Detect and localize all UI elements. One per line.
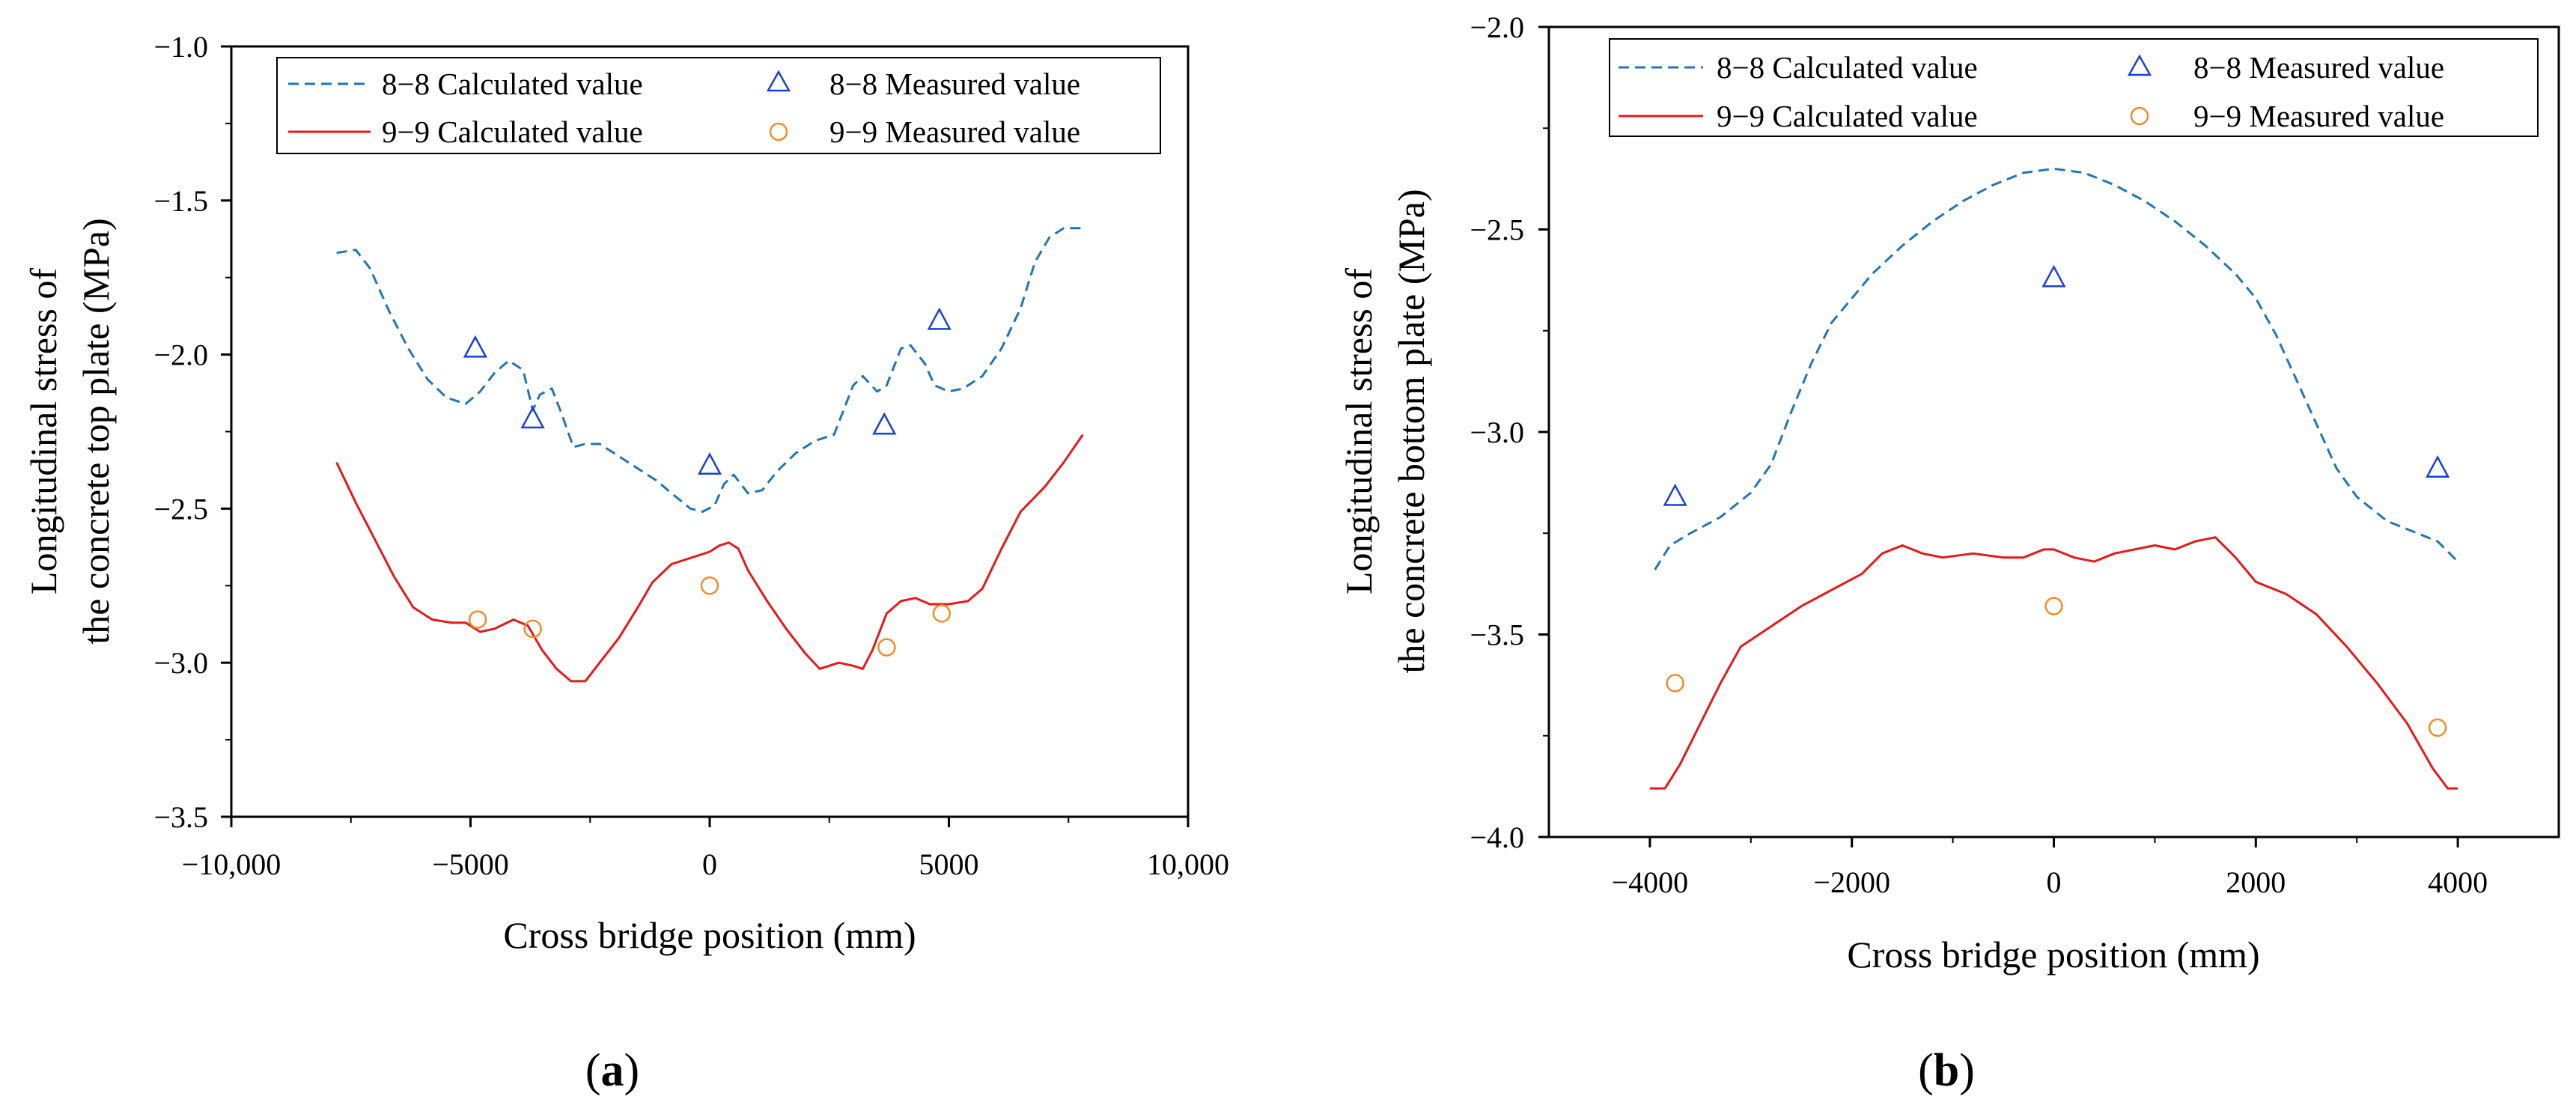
- series-layer-a: [335, 227, 1084, 683]
- y-tick-label-a-0: −3.5: [153, 800, 208, 834]
- point-meas-8-8-a-2: [697, 452, 722, 475]
- y-tick-label-b-2: −3.0: [1470, 416, 1524, 449]
- legend-swatch-meas-9-9-b: [2130, 106, 2149, 126]
- x-tick-label-a-1: −5000: [432, 847, 509, 881]
- panel-label-b-letter: b: [1934, 1045, 1959, 1096]
- y-tick-label-b-0: −4.0: [1470, 821, 1524, 854]
- x-tick-label-a-2: 0: [702, 847, 717, 881]
- chart-panel-a: −10,000 −5000 0 5000 10,000 −3.5 −3.0 −2.5 −2.0 −…: [22, 30, 1229, 1096]
- point-meas-8-8-a-3: [872, 412, 897, 435]
- y-tick-label-a-3: −2.0: [153, 338, 208, 372]
- series-line-a-1: [335, 433, 1084, 683]
- x-tick-label-b-1: −2000: [1813, 865, 1890, 899]
- point-meas-9-9-a-2: [700, 576, 719, 595]
- point-meas-9-9-b-1: [2044, 597, 2063, 615]
- point-meas-8-8-a-1: [520, 406, 545, 429]
- legend-label-meas-9-9-b: 9−9 Measured value: [2193, 99, 2444, 133]
- series-line-b-1: [1649, 536, 2458, 790]
- point-meas-9-9-b-0: [1666, 674, 1684, 693]
- legend-swatch-meas-8-8-b: [2127, 54, 2152, 76]
- point-meas-9-9-a-4: [932, 604, 951, 623]
- y-tick-label-a-1: −3.0: [153, 646, 208, 680]
- x-tick-label-a-0: −10,000: [182, 847, 281, 881]
- point-meas-8-8-b-0: [1663, 483, 1687, 506]
- panel-label-a-close: ): [624, 1045, 640, 1096]
- panel-label-b-close: ): [1959, 1045, 1975, 1096]
- axis-ticks-a: −10,000 −5000 0 5000 10,000 −3.5 −3.0 −2.5 −2.0 −…: [153, 30, 1229, 881]
- series-line-a-0: [336, 227, 1083, 513]
- panel-label-b: (b): [1918, 1045, 1975, 1096]
- plot-frame-a: [230, 45, 1190, 818]
- x-tick-label-b-2: 0: [2047, 865, 2062, 899]
- legend-a: 8−8 Calculated value 9−9 Calculated valu…: [276, 57, 1161, 154]
- y-tick-label-b-3: −2.5: [1470, 213, 1524, 247]
- series-layer-b: [1649, 167, 2459, 790]
- legend-label-calc-8-8-b: 8−8 Calculated value: [1717, 50, 1978, 85]
- point-meas-9-9-a-0: [468, 610, 487, 629]
- y-tick-label-a-4: −1.5: [153, 184, 208, 218]
- point-meas-8-8-a-4: [927, 307, 951, 330]
- y-axis-title-a-line2: the concrete top plate (MPa): [75, 218, 117, 644]
- axis-ticks-b: −4000 −2000 0 2000 4000 −4.0 −3.5 −3.0 −2.5 −2.0: [1470, 10, 2488, 899]
- legend-swatch-meas-9-9-a: [769, 122, 788, 141]
- legend-label-calc-9-9-a: 9−9 Calculated value: [382, 115, 643, 149]
- x-axis-title-b: Cross bridge position (mm): [1847, 934, 2259, 975]
- y-axis-title-a-line1: Longitudinal stress of: [22, 268, 64, 594]
- x-tick-label-a-4: 10,000: [1147, 847, 1229, 881]
- series-line-b-0: [1654, 167, 2459, 570]
- y-axis-title-b-line1: Longitudinal stress of: [1338, 268, 1380, 594]
- x-tick-label-b-0: −4000: [1612, 865, 1689, 899]
- legend-label-calc-9-9-b: 9−9 Calculated value: [1717, 99, 1978, 133]
- point-meas-8-8-a-0: [463, 335, 487, 358]
- panel-label-a: (a): [585, 1045, 639, 1096]
- legend-swatch-meas-8-8-a: [766, 70, 791, 92]
- legend-label-calc-8-8-a: 8−8 Calculated value: [382, 67, 643, 101]
- x-tick-label-a-3: 5000: [919, 847, 979, 881]
- point-meas-9-9-a-1: [523, 619, 542, 639]
- point-meas-8-8-b-2: [2426, 455, 2450, 478]
- x-tick-label-b-3: 2000: [2226, 865, 2286, 899]
- panel-label-a-open: (: [585, 1045, 601, 1096]
- legend-box-b: [1609, 38, 2539, 137]
- legend-label-meas-8-8-a: 8−8 Measured value: [829, 67, 1080, 101]
- panel-label-b-open: (: [1918, 1045, 1934, 1096]
- x-tick-label-b-4: 4000: [2428, 865, 2488, 899]
- y-tick-label-b-1: −3.5: [1470, 618, 1524, 652]
- point-meas-9-9-b-2: [2428, 718, 2447, 737]
- legend-label-meas-8-8-b: 8−8 Measured value: [2193, 50, 2444, 85]
- point-meas-8-8-b-1: [2041, 264, 2066, 287]
- panel-label-a-letter: a: [601, 1045, 624, 1096]
- point-meas-9-9-a-3: [877, 638, 896, 657]
- plot-frame-b: [1547, 25, 2560, 838]
- y-axis-title-b-line2: the concrete bottom plate (MPa): [1390, 189, 1432, 674]
- legend-label-meas-9-9-a: 9−9 Measured value: [829, 115, 1080, 149]
- y-tick-label-a-5: −1.0: [153, 30, 208, 64]
- chart-panel-b: −4000 −2000 0 2000 4000−4.0−3.5−3.0−2.5−2.0 …: [1338, 10, 2560, 1096]
- y-tick-label-a-2: −2.5: [153, 492, 208, 526]
- x-axis-title-a: Cross bridge position (mm): [503, 914, 916, 956]
- legend-b: 8−8 Calculated value 9−9 Calculated valu…: [1609, 38, 2539, 137]
- legend-box-a: [276, 57, 1161, 154]
- y-tick-label-b-4: −2.0: [1470, 10, 1524, 44]
